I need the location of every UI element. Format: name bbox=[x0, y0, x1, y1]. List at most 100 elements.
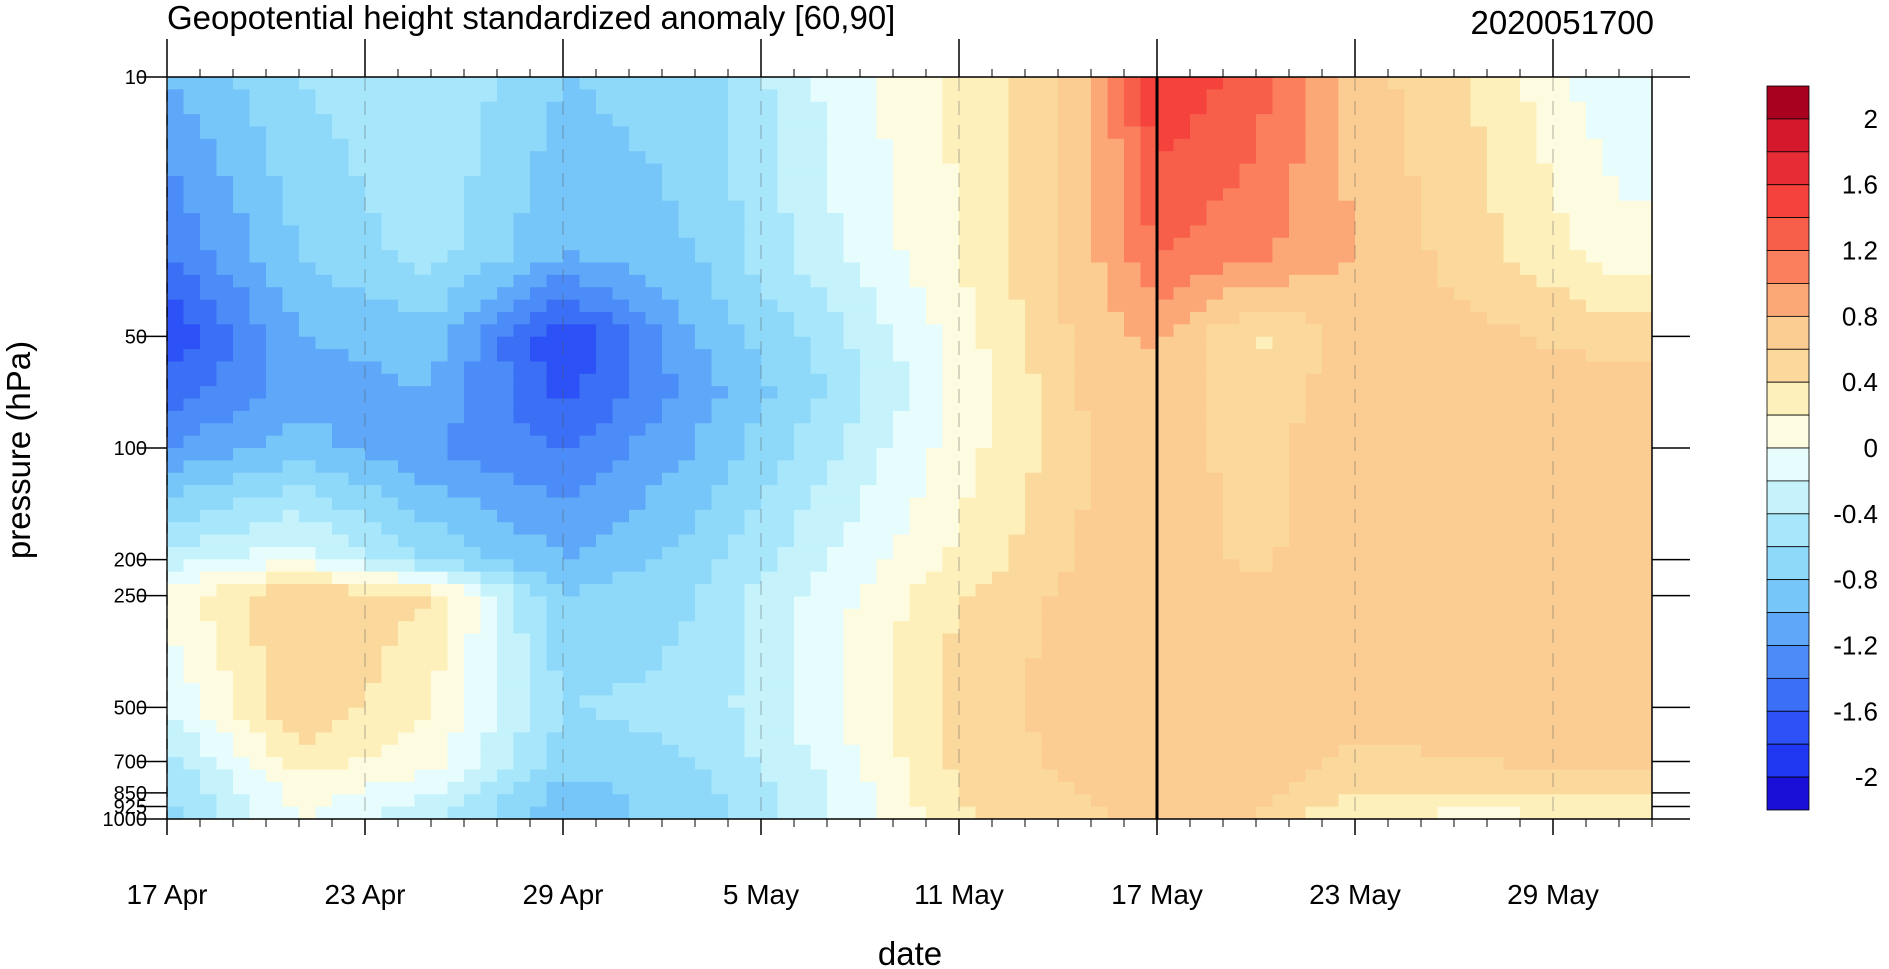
field-cell bbox=[1338, 596, 1356, 610]
field-cell bbox=[728, 311, 746, 325]
field-cell bbox=[1223, 386, 1241, 400]
field-cell bbox=[678, 732, 696, 746]
field-cell bbox=[926, 485, 944, 499]
field-cell bbox=[1371, 101, 1389, 115]
field-cell bbox=[1355, 781, 1373, 795]
field-cell bbox=[1322, 707, 1340, 721]
field-cell bbox=[678, 794, 696, 808]
field-cell bbox=[200, 633, 218, 647]
field-cell bbox=[1421, 670, 1439, 684]
field-cell bbox=[959, 188, 977, 202]
field-cell bbox=[183, 361, 201, 375]
field-cell bbox=[1388, 472, 1406, 486]
field-cell bbox=[1091, 695, 1109, 709]
field-cell bbox=[596, 460, 614, 474]
field-cell bbox=[1206, 645, 1224, 659]
field-cell bbox=[695, 163, 713, 177]
field-cell bbox=[959, 423, 977, 437]
field-cell bbox=[1058, 571, 1076, 585]
field-cell bbox=[200, 658, 218, 672]
field-cell bbox=[1041, 460, 1059, 474]
field-cell bbox=[810, 509, 828, 523]
field-cell bbox=[728, 435, 746, 449]
field-cell bbox=[1058, 769, 1076, 783]
field-cell bbox=[431, 534, 449, 548]
chart-date-stamp: 2020051700 bbox=[1470, 4, 1654, 41]
field-cell bbox=[810, 163, 828, 177]
field-cell bbox=[1025, 250, 1043, 264]
field-cell bbox=[167, 349, 185, 363]
field-cell bbox=[266, 311, 284, 325]
field-cell bbox=[629, 200, 647, 214]
field-cell bbox=[1338, 138, 1356, 152]
field-cell bbox=[662, 126, 680, 140]
field-cell bbox=[1008, 200, 1026, 214]
field-cell bbox=[893, 101, 911, 115]
field-cell bbox=[893, 522, 911, 536]
field-cell bbox=[1272, 225, 1290, 239]
field-cell bbox=[1272, 126, 1290, 140]
field-cell bbox=[1421, 633, 1439, 647]
field-cell bbox=[1388, 225, 1406, 239]
field-cell bbox=[794, 163, 812, 177]
field-cell bbox=[480, 324, 498, 338]
field-cell bbox=[926, 274, 944, 288]
field-cell bbox=[876, 77, 894, 90]
field-cell bbox=[1041, 175, 1059, 189]
field-cell bbox=[1371, 138, 1389, 152]
field-cell bbox=[761, 781, 779, 795]
field-cell bbox=[365, 250, 383, 264]
field-cell bbox=[167, 546, 185, 560]
field-cell bbox=[233, 274, 251, 288]
field-cell bbox=[299, 324, 317, 338]
field-cell bbox=[662, 460, 680, 474]
field-cell bbox=[1074, 163, 1092, 177]
field-cell bbox=[728, 769, 746, 783]
field-cell bbox=[810, 781, 828, 795]
field-cell bbox=[728, 225, 746, 239]
field-cell bbox=[579, 509, 597, 523]
field-cell bbox=[1239, 188, 1257, 202]
field-cell bbox=[530, 448, 548, 461]
field-cell bbox=[398, 546, 416, 560]
field-cell bbox=[266, 361, 284, 375]
field-cell bbox=[1206, 287, 1224, 301]
field-cell bbox=[1074, 237, 1092, 251]
field-cell bbox=[381, 274, 399, 288]
field-cell bbox=[513, 806, 531, 819]
field-cell bbox=[1074, 757, 1092, 771]
field-cell bbox=[777, 410, 795, 424]
field-cell bbox=[1124, 732, 1142, 746]
field-cell bbox=[1503, 546, 1521, 560]
field-cell bbox=[530, 658, 548, 672]
field-cell bbox=[942, 101, 960, 115]
field-cell bbox=[332, 151, 350, 165]
field-cell bbox=[645, 175, 663, 189]
field-cell bbox=[497, 781, 515, 795]
field-cell bbox=[827, 546, 845, 560]
field-cell bbox=[398, 732, 416, 746]
field-cell bbox=[1008, 336, 1026, 350]
field-cell bbox=[579, 707, 597, 721]
field-cell bbox=[942, 188, 960, 202]
field-cell bbox=[1239, 213, 1257, 226]
field-cell bbox=[1470, 769, 1488, 783]
field-cell bbox=[233, 299, 251, 313]
field-cell bbox=[1404, 386, 1422, 400]
field-cell bbox=[975, 361, 993, 375]
field-cell bbox=[464, 670, 482, 684]
field-cell bbox=[1074, 522, 1092, 536]
field-cell bbox=[1008, 188, 1026, 202]
field-cell bbox=[1025, 423, 1043, 437]
field-cell bbox=[1272, 732, 1290, 746]
field-cell bbox=[860, 633, 878, 647]
field-cell bbox=[332, 485, 350, 499]
field-cell bbox=[860, 707, 878, 721]
field-cell bbox=[876, 386, 894, 400]
field-cell bbox=[959, 744, 977, 758]
field-cell bbox=[315, 188, 333, 202]
field-cell bbox=[1487, 571, 1505, 585]
field-cell bbox=[1289, 114, 1307, 128]
field-cell bbox=[1256, 386, 1274, 400]
field-cell bbox=[332, 163, 350, 177]
